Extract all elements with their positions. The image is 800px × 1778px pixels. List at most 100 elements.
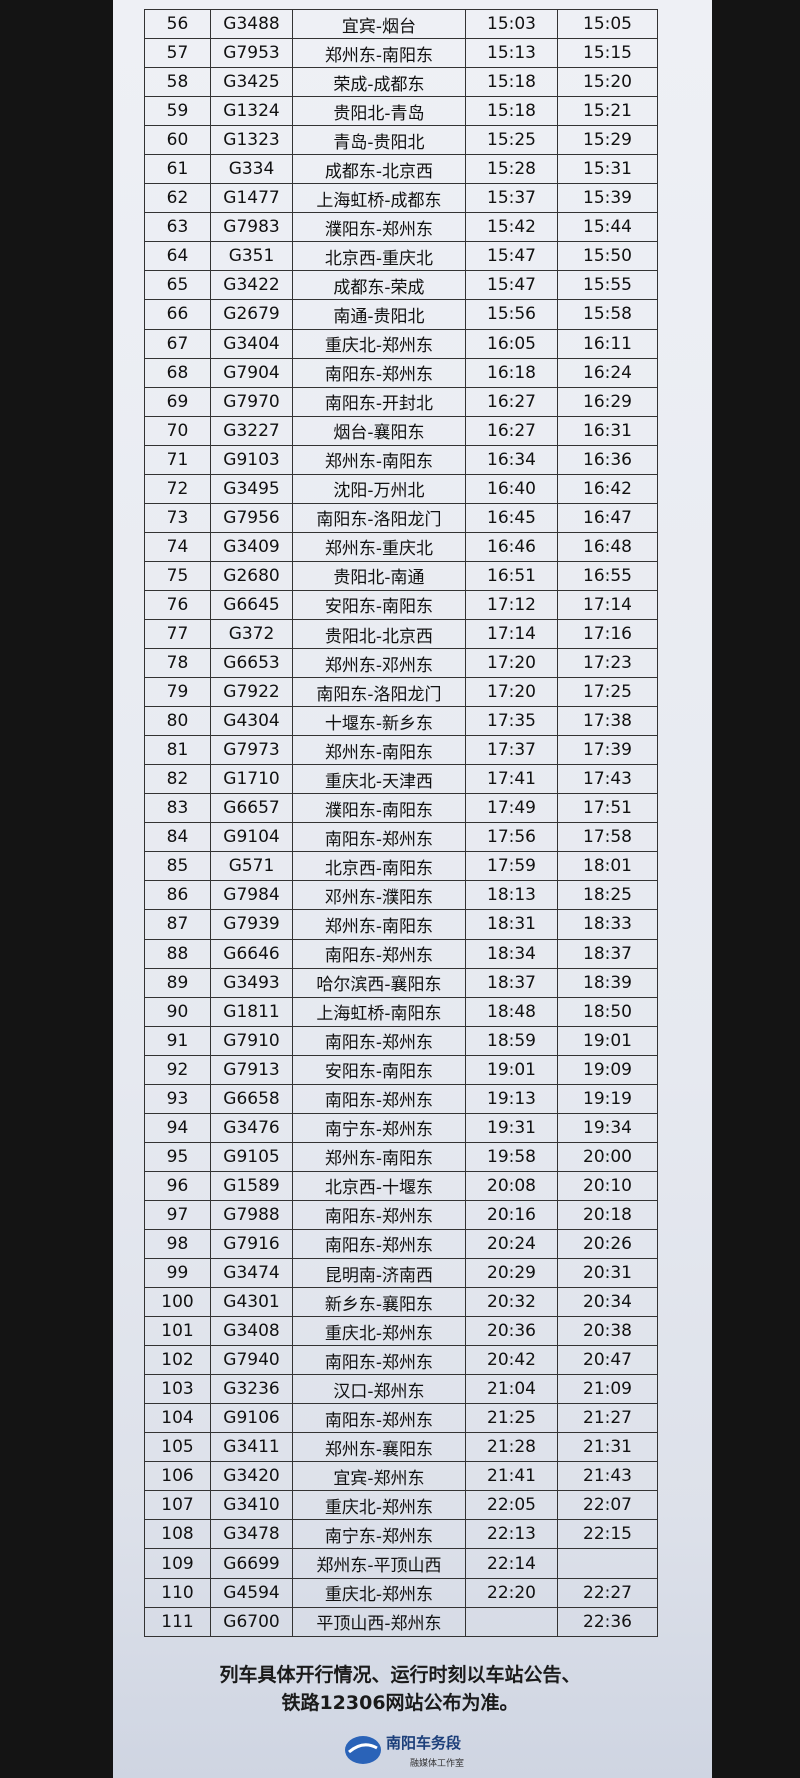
route: 南阳东-郑州东 <box>293 939 466 969</box>
train-number: G7953 <box>211 39 293 69</box>
train-number: G7983 <box>211 213 293 243</box>
row-number: 57 <box>145 39 211 69</box>
train-number: G7904 <box>211 358 293 388</box>
route: 郑州东-襄阳东 <box>293 1433 466 1463</box>
table-row: 74 G3409 郑州东-重庆北 16:46 16:48 <box>145 532 658 562</box>
train-number: G3488 <box>211 10 293 40</box>
table-row: 92 G7913 安阳东-南阳东 19:01 19:09 <box>145 1055 658 1085</box>
route: 青岛-贵阳北 <box>293 126 466 156</box>
train-number: G6700 <box>211 1607 293 1637</box>
departure-time: 15:15 <box>558 39 658 69</box>
train-number: G3408 <box>211 1317 293 1347</box>
row-number: 94 <box>145 1113 211 1143</box>
train-number: G7939 <box>211 910 293 940</box>
departure-time: 17:39 <box>558 736 658 766</box>
table-row: 101 G3408 重庆北-郑州东 20:36 20:38 <box>145 1317 658 1347</box>
arrival-time: 16:05 <box>466 329 558 359</box>
row-number: 66 <box>145 300 211 330</box>
arrival-time: 18:31 <box>466 910 558 940</box>
arrival-time: 17:56 <box>466 823 558 853</box>
route: 荣成-成都东 <box>293 68 466 98</box>
departure-time: 15:58 <box>558 300 658 330</box>
arrival-time: 18:34 <box>466 939 558 969</box>
departure-time: 21:43 <box>558 1462 658 1492</box>
departure-time: 18:37 <box>558 939 658 969</box>
train-number: G7988 <box>211 1200 293 1230</box>
departure-time: 16:24 <box>558 358 658 388</box>
arrival-time: 16:46 <box>466 532 558 562</box>
departure-time: 17:51 <box>558 794 658 824</box>
arrival-time: 20:42 <box>466 1346 558 1376</box>
departure-time: 16:11 <box>558 329 658 359</box>
logo-icon <box>345 1736 381 1764</box>
table-row: 100 G4301 新乡东-襄阳东 20:32 20:34 <box>145 1288 658 1318</box>
departure-time: 15:20 <box>558 68 658 98</box>
arrival-time: 17:59 <box>466 852 558 882</box>
table-row: 84 G9104 南阳东-郑州东 17:56 17:58 <box>145 823 658 853</box>
departure-time: 15:31 <box>558 155 658 185</box>
route: 烟台-襄阳东 <box>293 416 466 446</box>
arrival-time: 15:18 <box>466 68 558 98</box>
train-number: G6657 <box>211 794 293 824</box>
row-number: 61 <box>145 155 211 185</box>
row-number: 76 <box>145 590 211 620</box>
route: 新乡东-襄阳东 <box>293 1288 466 1318</box>
row-number: 107 <box>145 1491 211 1521</box>
route: 贵阳北-青岛 <box>293 97 466 127</box>
row-number: 60 <box>145 126 211 156</box>
table-row: 66 G2679 南通-贵阳北 15:56 15:58 <box>145 300 658 330</box>
route: 哈尔滨西-襄阳东 <box>293 968 466 998</box>
route: 南阳东-洛阳龙门 <box>293 503 466 533</box>
row-number: 75 <box>145 561 211 591</box>
row-number: 59 <box>145 97 211 127</box>
route: 南通-贵阳北 <box>293 300 466 330</box>
table-row: 90 G1811 上海虹桥-南阳东 18:48 18:50 <box>145 997 658 1027</box>
table-row: 67 G3404 重庆北-郑州东 16:05 16:11 <box>145 329 658 359</box>
route: 郑州东-南阳东 <box>293 39 466 69</box>
row-number: 77 <box>145 619 211 650</box>
departure-time: 20:38 <box>558 1317 658 1347</box>
departure-time: 20:26 <box>558 1229 658 1260</box>
arrival-time: 19:01 <box>466 1055 558 1085</box>
train-number: G2679 <box>211 300 293 330</box>
row-number: 105 <box>145 1433 211 1463</box>
arrival-time: 17:49 <box>466 794 558 824</box>
departure-time: 19:09 <box>558 1055 658 1085</box>
row-number: 101 <box>145 1317 211 1347</box>
row-number: 78 <box>145 649 211 679</box>
departure-time: 17:38 <box>558 707 658 737</box>
row-number: 68 <box>145 358 211 388</box>
train-number: G1324 <box>211 97 293 127</box>
logo-subtitle: 融媒体工作室 <box>410 1759 465 1769</box>
departure-time: 16:48 <box>558 532 658 562</box>
arrival-time: 15:42 <box>466 213 558 243</box>
arrival-time: 16:34 <box>466 445 558 475</box>
row-number: 92 <box>145 1055 211 1085</box>
row-number: 84 <box>145 823 211 853</box>
table-row: 62 G1477 上海虹桥-成都东 15:37 15:39 <box>145 184 658 214</box>
arrival-time: 15:18 <box>466 97 558 127</box>
departure-time: 15:55 <box>558 271 658 301</box>
row-number: 79 <box>145 678 211 708</box>
departure-time: 20:18 <box>558 1200 658 1230</box>
train-number: G3404 <box>211 329 293 359</box>
row-number: 91 <box>145 1026 211 1056</box>
row-number: 64 <box>145 242 211 272</box>
row-number: 106 <box>145 1462 211 1492</box>
arrival-time: 16:45 <box>466 503 558 533</box>
table-row: 83 G6657 濮阳东-南阳东 17:49 17:51 <box>145 794 658 824</box>
train-number: G334 <box>211 155 293 185</box>
route: 重庆北-天津西 <box>293 765 466 795</box>
table-row: 80 G4304 十堰东-新乡东 17:35 17:38 <box>145 707 658 737</box>
departure-time: 19:34 <box>558 1113 658 1143</box>
route: 郑州东-邓州东 <box>293 649 466 679</box>
row-number: 56 <box>145 10 211 40</box>
table-row: 104 G9106 南阳东-郑州东 21:25 21:27 <box>145 1404 658 1434</box>
arrival-time: 19:13 <box>466 1084 558 1114</box>
departure-time: 18:39 <box>558 968 658 998</box>
train-number: G1477 <box>211 184 293 214</box>
departure-time: 16:42 <box>558 474 658 504</box>
departure-time: 20:10 <box>558 1171 658 1201</box>
departure-time: 19:19 <box>558 1084 658 1114</box>
departure-time: 16:47 <box>558 503 658 533</box>
